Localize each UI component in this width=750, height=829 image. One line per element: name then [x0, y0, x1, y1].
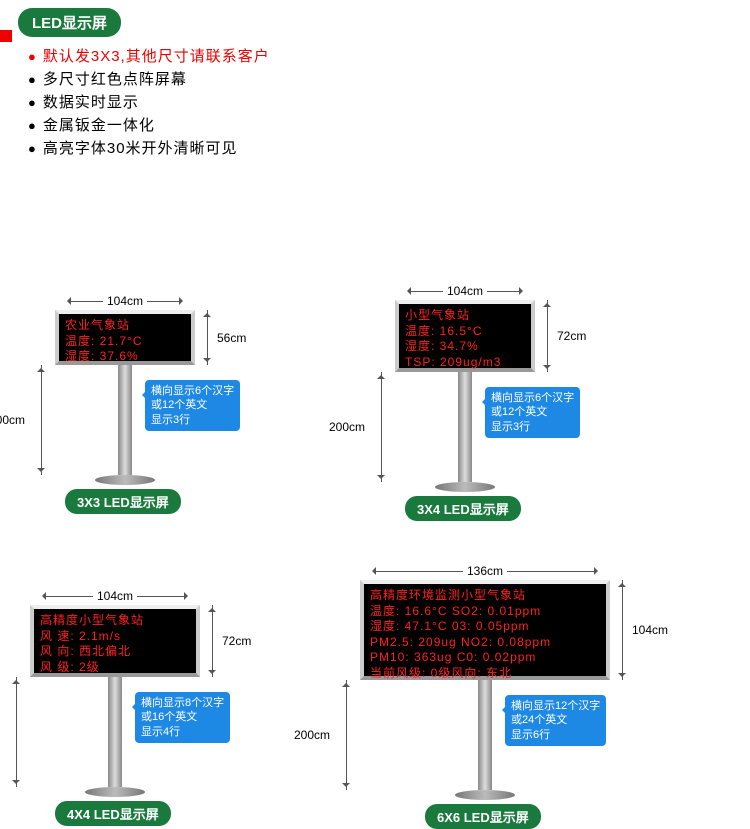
led-line: 风 速: 2.1m/s [40, 629, 190, 645]
pole [118, 365, 132, 475]
led-line: 湿度: 47.1°C 03: 0.05ppm [370, 619, 600, 635]
callout-line: 显示4行 [141, 725, 224, 739]
led-line: TSP: 209ug/m3 [405, 355, 525, 371]
callout-line: 横向显示6个汉字 [491, 391, 574, 405]
callout-line: 或16个英文 [141, 710, 224, 724]
base [455, 790, 515, 800]
width-dimension: 104cm [395, 284, 535, 298]
led-line: 小型气象站 [405, 308, 525, 324]
callout-line: 横向显示8个汉字 [141, 696, 224, 710]
callout-line: 横向显示6个汉字 [151, 384, 234, 398]
display-label: 3X4 LED显示屏 [405, 496, 521, 521]
led-line: PM2.5: 209ug NO2: 0.08ppm [370, 635, 600, 651]
pole [478, 680, 492, 790]
led-line: 温度: 21.7°C [65, 334, 185, 350]
display-d33: 104cm农业气象站温度: 21.7°C湿度: 37.6%56cm200cm3X… [55, 310, 305, 514]
bullet-item: 多尺寸红色点阵屏幕 [28, 68, 750, 89]
led-line: 农业气象站 [65, 318, 185, 334]
display-label: 4X4 LED显示屏 [55, 801, 171, 826]
callout: 横向显示8个汉字或16个英文显示4行 [135, 692, 230, 743]
display-label: 6X6 LED显示屏 [425, 804, 541, 829]
led-line: 高精度环境监测小型气象站 [370, 588, 600, 604]
pole [108, 677, 122, 787]
width-dimension: 104cm [30, 589, 200, 603]
bullet-item: 金属钣金一体化 [28, 114, 750, 135]
led-line: 风 级: 2级 [40, 660, 190, 676]
display-d44: 104cm高精度小型气象站风 速: 2.1m/s风 向: 西北偏北风 级: 2级… [30, 605, 310, 826]
base [85, 787, 145, 797]
callout-line: 显示3行 [491, 420, 574, 434]
led-line: 高精度小型气象站 [40, 613, 190, 629]
led-line: 风 向: 西北偏北 [40, 644, 190, 660]
led-line: PM10: 363ug C0: 0.02ppm [370, 650, 600, 666]
width-dimension: 104cm [55, 294, 195, 308]
led-line: 温度: 16.6°C SO2: 0.01ppm [370, 604, 600, 620]
bullet-item: 默认发3X3,其他尺寸请联系客户 [28, 45, 750, 66]
display-label: 3X3 LED显示屏 [65, 489, 181, 514]
bullet-item: 高亮字体30米开外清晰可见 [28, 137, 750, 158]
callout-line: 或12个英文 [491, 405, 574, 419]
led-screen: 高精度环境监测小型气象站温度: 16.6°C SO2: 0.01ppm湿度: 4… [360, 580, 610, 680]
display-d66: 136cm高精度环境监测小型气象站温度: 16.6°C SO2: 0.01ppm… [360, 580, 720, 829]
led-screen: 高精度小型气象站风 速: 2.1m/s风 向: 西北偏北风 级: 2级 [30, 605, 200, 677]
display-d34: 104cm小型气象站温度: 16.5°C湿度: 34.7%TSP: 209ug/… [395, 300, 645, 521]
callout-line: 横向显示12个汉字 [511, 699, 600, 713]
callout-line: 显示3行 [151, 413, 234, 427]
led-screen: 农业气象站温度: 21.7°C湿度: 37.6% [55, 310, 195, 365]
bullet-item: 数据实时显示 [28, 91, 750, 112]
width-dimension: 136cm [360, 564, 610, 578]
callout: 横向显示6个汉字或12个英文显示3行 [485, 387, 580, 438]
led-line: 湿度: 34.7% [405, 339, 525, 355]
callout: 横向显示12个汉字或24个英文显示6行 [505, 695, 606, 746]
pole [458, 372, 472, 482]
header-badge: LED显示屏 [18, 8, 121, 37]
led-line: 温度: 16.5°C [405, 324, 525, 340]
callout-line: 或12个英文 [151, 398, 234, 412]
led-line: 湿度: 37.6% [65, 349, 185, 365]
base [435, 482, 495, 492]
led-screen: 小型气象站温度: 16.5°C湿度: 34.7%TSP: 209ug/m3 [395, 300, 535, 372]
callout-line: 或24个英文 [511, 713, 600, 727]
base [95, 475, 155, 485]
callout: 横向显示6个汉字或12个英文显示3行 [145, 380, 240, 431]
accent-square [0, 30, 12, 42]
bullet-list: 默认发3X3,其他尺寸请联系客户多尺寸红色点阵屏幕数据实时显示金属钣金一体化高亮… [28, 45, 750, 158]
callout-line: 显示6行 [511, 728, 600, 742]
